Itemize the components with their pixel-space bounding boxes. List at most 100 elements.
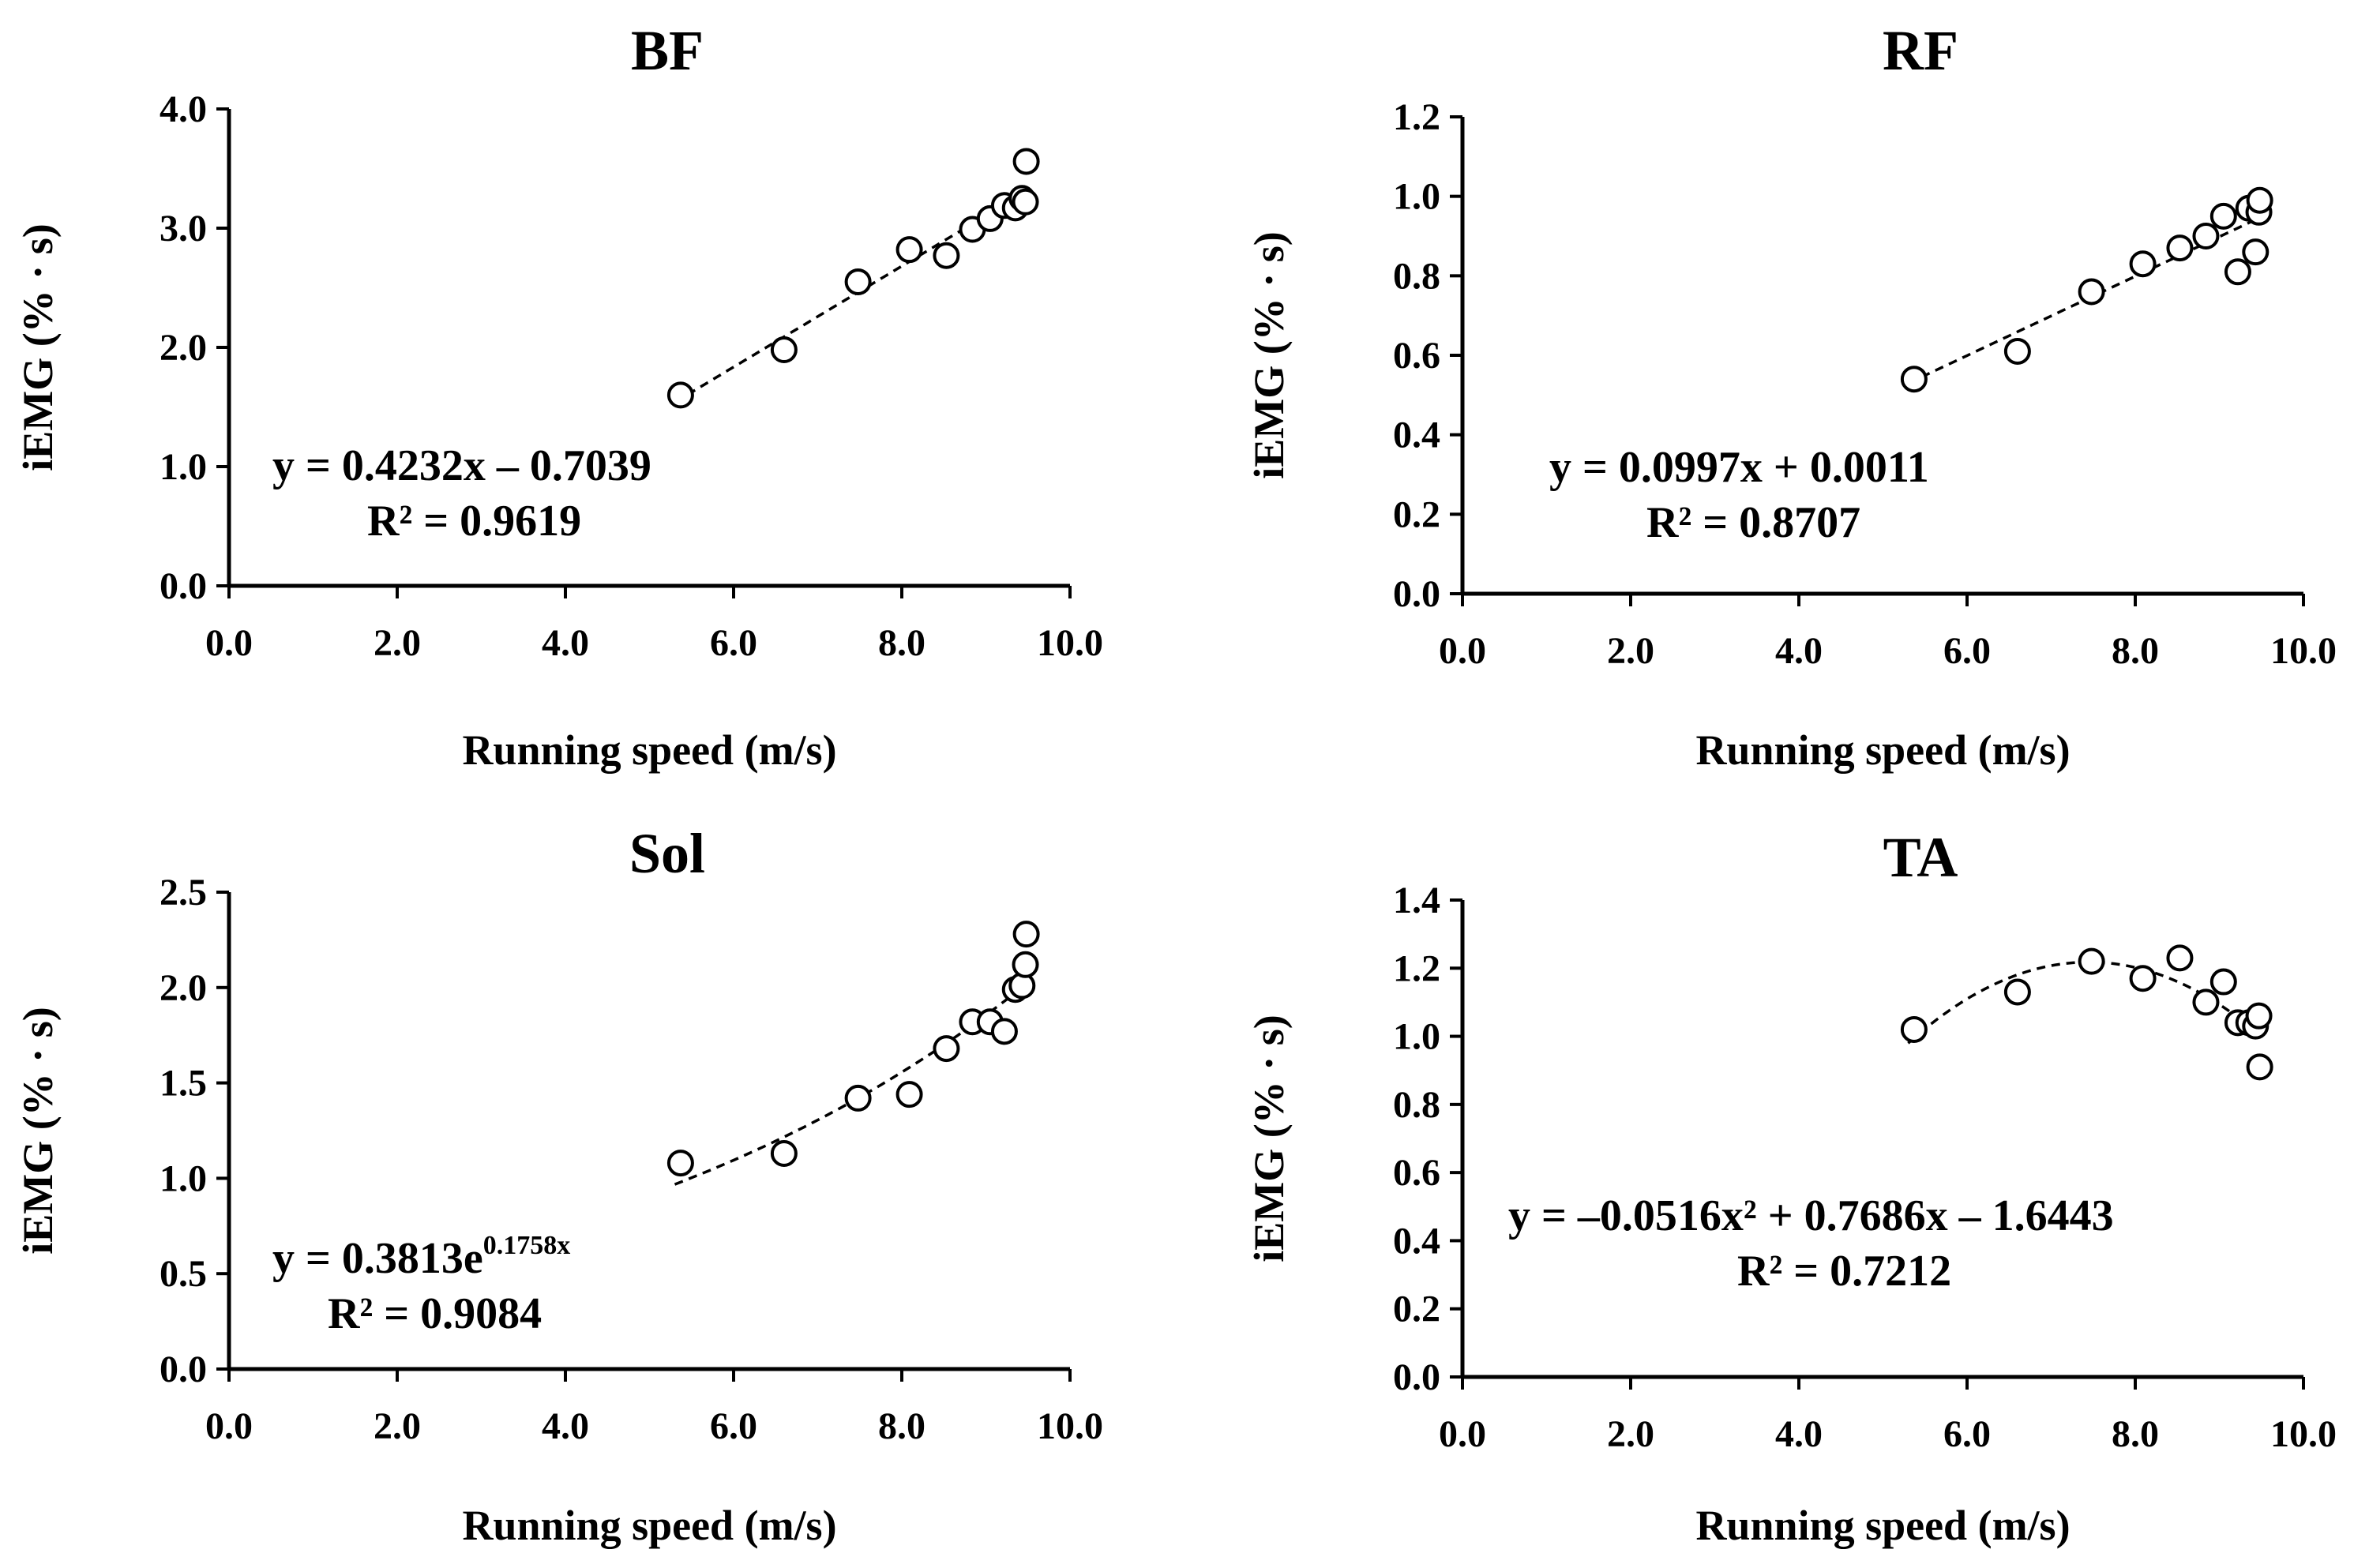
data-point: [2245, 1002, 2273, 1030]
x-tick-label: 8.0: [2112, 1413, 2159, 1455]
data-point: [770, 336, 798, 364]
y-tick-label: 0.2: [1393, 493, 1440, 535]
y-tick-label: 0.6: [1393, 1152, 1440, 1194]
data-point: [990, 1018, 1018, 1045]
x-tick-label: 6.0: [710, 622, 757, 664]
regression-equation: y = 0.4232x – 0.7039: [272, 441, 651, 490]
data-point: [2078, 278, 2105, 306]
y-tick-label: 0.4: [1393, 1220, 1440, 1262]
data-point: [2224, 258, 2251, 286]
data-point: [2246, 1053, 2273, 1081]
x-tick-label: 4.0: [1775, 1413, 1823, 1455]
x-tick-label: 10.0: [2270, 1413, 2337, 1455]
x-tick-label: 6.0: [710, 1405, 757, 1447]
data-point: [1900, 1015, 1928, 1043]
y-tick-label: 0.4: [1393, 415, 1440, 456]
data-point: [770, 1139, 798, 1167]
y-axis-label: iEMG (% · s): [1245, 231, 1293, 478]
regression-equation: y = 0.0997x + 0.0011: [1549, 443, 1929, 492]
y-tick-label: 0.8: [1393, 255, 1440, 297]
x-axis-label: Running speed (m/s): [462, 726, 836, 774]
y-tick-label: 0.2: [1393, 1289, 1440, 1330]
chart-title: Sol: [629, 822, 705, 885]
x-tick-label: 6.0: [1943, 630, 1991, 672]
data-point: [2246, 186, 2273, 214]
data-point: [895, 236, 923, 264]
x-tick-label: 10.0: [2270, 630, 2337, 672]
y-tick-label: 1.0: [1393, 1016, 1440, 1058]
trend-line: [674, 189, 1029, 404]
x-tick-label: 4.0: [542, 622, 589, 664]
y-tick-label: 1.5: [160, 1063, 207, 1105]
data-point: [2003, 337, 2031, 365]
x-tick-label: 0.0: [205, 1405, 253, 1447]
y-tick-label: 1.0: [1393, 176, 1440, 218]
y-tick-label: 1.0: [160, 446, 207, 488]
data-point: [2192, 223, 2220, 249]
r-squared-label: R² = 0.9084: [328, 1289, 542, 1338]
x-tick-label: 8.0: [2112, 630, 2159, 672]
data-point: [1012, 148, 1040, 175]
data-point: [2192, 988, 2220, 1016]
chart-panel-ta: TA 0.0 0.2 0.4 0.6 0.8 1.0 1.2 1.4 0.0 2.0 4.0 6.0 8.…: [1245, 826, 2337, 1549]
r-squared-label: R² = 0.8707: [1646, 498, 1860, 547]
r-squared-label: R² = 0.7212: [1737, 1247, 1951, 1296]
x-tick-label: 4.0: [1775, 630, 1823, 672]
y-tick-label: 1.4: [1393, 880, 1440, 921]
y-tick-label: 0.0: [160, 565, 207, 607]
x-tick-label: 10.0: [1037, 622, 1103, 664]
x-tick-label: 8.0: [878, 1405, 925, 1447]
x-tick-label: 2.0: [1607, 630, 1654, 672]
x-tick-label: 0.0: [1439, 1413, 1486, 1455]
y-tick-label: 0.6: [1393, 335, 1440, 377]
x-tick-label: 2.0: [1607, 1413, 1654, 1455]
data-point: [666, 381, 694, 409]
chart-title: TA: [1883, 826, 1958, 889]
regression-equation: y = 0.3813e0.1758x: [272, 1231, 570, 1283]
data-point: [933, 242, 960, 269]
data-point: [2003, 978, 2031, 1006]
x-tick-label: 2.0: [374, 622, 421, 664]
data-point: [844, 1084, 872, 1112]
data-point: [844, 268, 872, 295]
y-axis-label: iEMG (% · s): [14, 223, 62, 471]
data-point: [666, 1150, 694, 1177]
y-tick-label: 1.2: [1393, 947, 1440, 989]
x-tick-label: 0.0: [205, 622, 253, 664]
y-tick-label: 0.0: [1393, 1356, 1440, 1398]
y-tick-label: 0.8: [1393, 1084, 1440, 1126]
data-point: [1900, 366, 1928, 393]
data-point: [1012, 951, 1039, 978]
data-point: [933, 1035, 960, 1063]
x-tick-label: 8.0: [878, 622, 925, 664]
y-tick-label: 3.0: [160, 208, 207, 249]
y-tick-label: 2.0: [160, 967, 207, 1009]
chart-title: RF: [1883, 19, 1958, 82]
chart-panel-bf: BF 0.0 1.0 2.0 3.0 4.0 0.0 2.0 4.0 6.0 8.0 10.0 Runn…: [14, 19, 1103, 774]
y-tick-label: 0.5: [160, 1253, 207, 1295]
data-point: [2209, 968, 2237, 996]
data-point: [2242, 238, 2270, 266]
x-axis-label: Running speed (m/s): [462, 1502, 836, 1549]
data-point: [1012, 188, 1039, 216]
x-tick-label: 6.0: [1943, 1413, 1991, 1455]
r-squared-label: R² = 0.9619: [367, 497, 581, 546]
y-tick-label: 2.0: [160, 327, 207, 369]
y-tick-label: 0.0: [160, 1349, 207, 1390]
y-tick-label: 1.2: [1393, 96, 1440, 138]
data-point: [2209, 202, 2237, 230]
y-tick-label: 1.0: [160, 1157, 207, 1199]
y-tick-label: 0.0: [1393, 573, 1440, 615]
chart-panel-sol: Sol 0.0 0.5 1.0 1.5 2.0 2.5 0.0 2.0 4.0 6.0 8.0 10.0…: [14, 822, 1103, 1549]
data-point: [1012, 921, 1040, 948]
data-point: [2166, 944, 2194, 972]
x-tick-label: 4.0: [542, 1405, 589, 1447]
x-tick-label: 2.0: [374, 1405, 421, 1447]
data-point: [2129, 250, 2157, 278]
x-tick-label: 0.0: [1439, 630, 1486, 672]
regression-equation: y = –0.0516x² + 0.7686x – 1.6443: [1508, 1191, 2114, 1240]
y-tick-label: 2.5: [160, 872, 207, 913]
x-axis-label: Running speed (m/s): [1695, 1502, 2070, 1549]
data-point: [2129, 965, 2157, 992]
